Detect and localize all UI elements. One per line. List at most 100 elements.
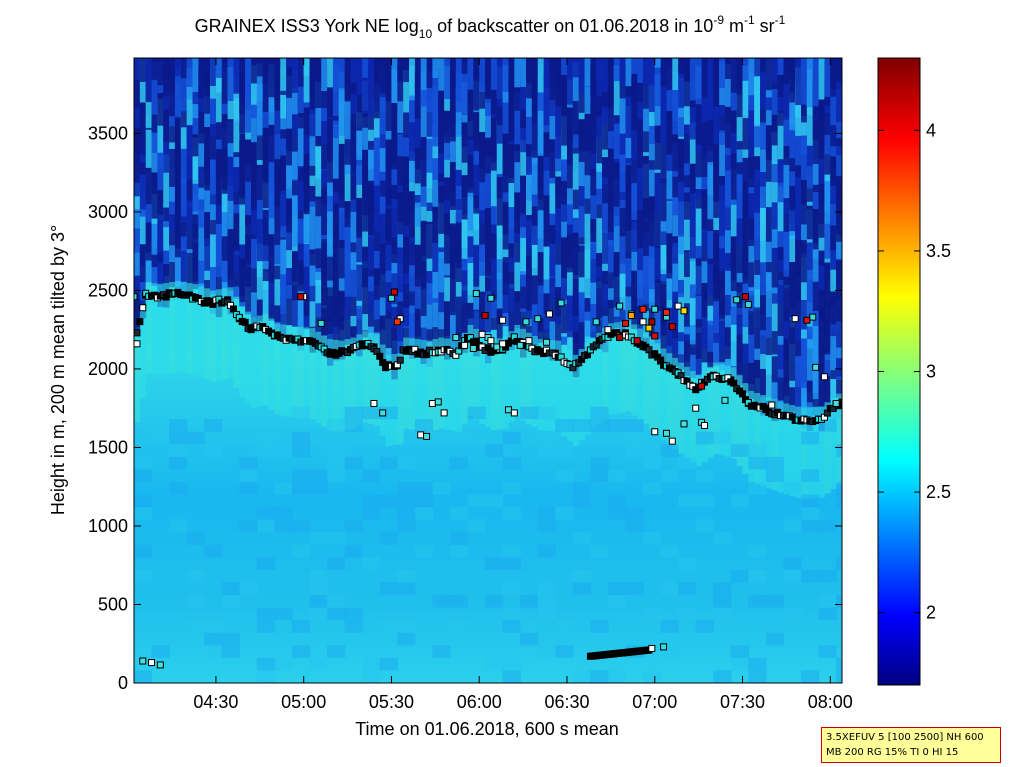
high-value-point [627,312,635,320]
scatter-point [428,399,436,407]
scatter-point [504,406,512,414]
upper-layer-point [499,316,507,324]
scatter-point [525,337,533,345]
scatter-point [423,432,431,440]
scatter-point [651,428,659,436]
scatter-point [440,409,448,417]
scatter-point [662,429,670,437]
upper-layer-point [651,305,659,313]
scatter-point [487,337,495,345]
chart-title: GRAINEX ISS3 York NE log10 of backscatte… [195,13,786,41]
high-value-point [680,307,688,315]
scatter-point [692,404,700,412]
scatter-point [452,334,460,342]
upper-layer-point [592,318,600,326]
info-box: 3.5XEFUV 5 [100 2500] NH 600 MB 200 RG 1… [821,727,1001,763]
x-tick-label: 05:30 [369,692,414,712]
scatter-point [461,341,469,349]
x-tick-label: 05:00 [281,692,326,712]
upper-layer-point [791,315,799,323]
scatter-point [516,341,524,349]
upper-layer-point [616,302,624,310]
scatter-point [820,373,828,381]
x-axis: 04:30 05:00 05:30 06:00 06:30 07:00 07:30 08:00 [193,58,853,712]
upper-layer-point [472,290,480,298]
colorbar-tick-label: 4 [926,120,936,140]
y-tick-label: 1000 [88,516,128,536]
marker-layer [134,288,842,669]
high-value-point [639,305,647,313]
high-value-point [648,318,656,326]
colorbar-gradient [877,57,921,686]
colorbar-tick-label: 2 [926,603,936,623]
high-value-point [481,312,489,320]
upper-layer-point [317,319,325,327]
surface-layer-point [660,643,668,651]
high-value-point [390,288,398,296]
high-value-point [622,319,630,327]
upper-layer-point [809,313,817,321]
scatter-point [434,398,442,406]
plot-frame [133,57,843,684]
scatter-point [700,421,708,429]
x-tick-label: 08:00 [808,692,853,712]
upper-layer-point [604,326,612,334]
x-axis-label: Time on 01.06.2018, 600 s mean [355,719,619,739]
y-tick-label: 0 [118,673,128,693]
y-tick-label: 1500 [88,437,128,457]
x-tick-label: 07:30 [720,692,765,712]
high-value-point [645,324,653,332]
high-value-point [803,316,811,324]
colorbar-tick-label: 3.5 [926,241,951,261]
scatter-point [139,657,147,665]
high-value-point [662,308,670,316]
high-value-point [668,323,676,331]
scatter-point [499,340,507,348]
upper-layer-point [545,310,553,318]
upper-layer-point [674,302,682,310]
high-value-point [651,332,659,340]
upper-layer-point [387,294,395,302]
high-value-point [741,293,749,301]
upper-layer-point [557,299,565,307]
y-tick-label: 2500 [88,280,128,300]
upper-layer-point [487,294,495,302]
scatter-point [478,330,486,338]
scatter-point [370,399,378,407]
high-value-point [297,293,305,301]
x-tick-label: 07:00 [632,692,677,712]
scatter-point [832,399,840,407]
high-value-point [393,318,401,326]
scatter-point [768,401,776,409]
scatter-point [812,363,820,371]
x-tick-label: 06:00 [457,692,502,712]
colorbar: 2 2.5 3 3.5 4 [877,57,951,686]
info-box-line-1: 3.5XEFUV 5 [100 2500] NH 600 [826,732,984,743]
y-axis: 0 500 1000 1500 2000 2500 3000 3500 [88,123,842,693]
y-axis-label: Height in m, 200 m mean tilted by 3° [48,225,68,515]
colorbar-tick-label: 2.5 [926,482,951,502]
upper-layer-point [744,301,752,309]
upper-layer-point [639,318,647,326]
x-tick-label: 04:30 [193,692,238,712]
scatter-point [134,340,141,348]
y-tick-label: 2000 [88,359,128,379]
scatter-point [469,345,477,353]
surface-layer-point [648,644,656,652]
high-value-point [616,334,624,342]
x-tick-label: 06:30 [544,692,589,712]
scatter-point [510,409,518,417]
y-tick-label: 3000 [88,202,128,222]
scatter-point [156,661,164,669]
colorbar-tick-label: 3 [926,362,936,382]
info-box-line-2: MB 200 RG 15% TI 0 HI 15 [826,747,959,758]
scatter-point [134,293,138,301]
scatter-point [379,409,387,417]
high-value-point [633,337,641,345]
scatter-point [668,437,676,445]
scatter-point [493,343,501,351]
upper-layer-point [522,318,530,326]
scatter-point [417,431,425,439]
scatter-point [680,420,688,428]
